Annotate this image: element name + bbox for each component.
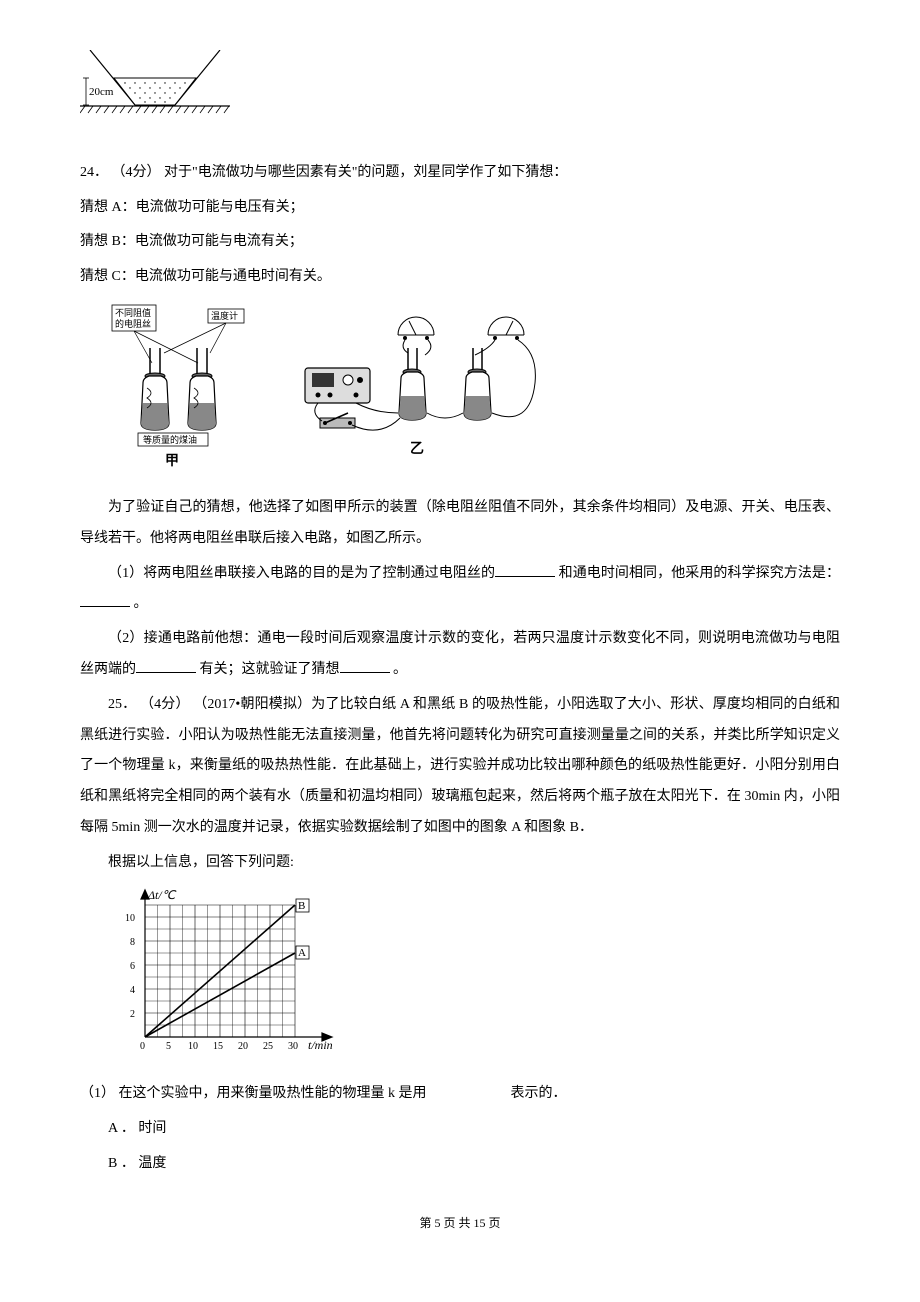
trough-depth-label: 20cm xyxy=(89,86,114,98)
q25-optB: B ． 温度 xyxy=(108,1149,840,1180)
footer-post: 页 xyxy=(486,1216,501,1230)
q24-sub2-mid: 有关；这就验证了猜想 xyxy=(196,662,340,677)
q24-sub1: （1）将两电阻丝串联接入电路的目的是为了控制通过电阻丝的 和通电时间相同，他采用… xyxy=(80,559,840,621)
caption-yi: 乙 xyxy=(410,441,424,457)
q25-optA: A ． 时间 xyxy=(108,1114,840,1145)
figure-jia: 不同阻值 的电阻丝 温度计 xyxy=(110,303,250,473)
svg-text:0: 0 xyxy=(140,1041,145,1052)
svg-text:4: 4 xyxy=(130,985,135,996)
q24-para1: 为了验证自己的猜想，他选择了如图甲所示的装置（除电阻丝阻值不同外，其余条件均相同… xyxy=(80,493,840,555)
svg-text:10: 10 xyxy=(188,1041,198,1052)
chart-y-label: Δt/℃ xyxy=(147,888,177,902)
q24-hypB: 猜想 B：电流做功可能与电流有关； xyxy=(80,227,840,258)
svg-text:25: 25 xyxy=(263,1041,273,1052)
svg-text:10: 10 xyxy=(125,913,135,924)
caption-jia: 甲 xyxy=(165,453,179,469)
q25-header: 25． （4分） （2017•朝阳模拟）为了比较白纸 A 和黑纸 B 的吸热性能… xyxy=(80,690,840,844)
svg-text:5: 5 xyxy=(166,1041,171,1052)
q24-sub1-end: 。 xyxy=(130,596,148,611)
footer-pre: 第 xyxy=(419,1216,434,1230)
svg-text:B: B xyxy=(298,900,305,912)
q24-hypC: 猜想 C：电流做功可能与通电时间有关。 xyxy=(80,262,840,293)
q24-sub2-end: 。 xyxy=(390,662,408,677)
footer-mid: 页 共 xyxy=(440,1216,473,1230)
q24-sub2: （2）接通电路前他想：通电一段时间后观察温度计示数的变化，若两只温度计示数变化不… xyxy=(80,624,840,686)
svg-text:8: 8 xyxy=(130,937,135,948)
blank-current[interactable] xyxy=(495,562,555,577)
svg-text:温度计: 温度计 xyxy=(211,310,238,321)
q24-hypA: 猜想 A：电流做功可能与电压有关； xyxy=(80,193,840,224)
svg-text:30: 30 xyxy=(288,1041,298,1052)
q24-sub1-mid: 和通电时间相同，他采用的科学探究方法是： xyxy=(555,566,840,581)
figure-yi: 乙 xyxy=(300,313,550,473)
q24-header: 24． （4分） 对于"电流做功与哪些因素有关"的问题，刘星同学作了如下猜想： xyxy=(80,158,840,189)
q25-sub1: （1） 在这个实验中，用来衡量吸热性能的物理量 k 是用 表示的． xyxy=(80,1079,840,1110)
svg-text:2: 2 xyxy=(130,1009,135,1020)
svg-text:不同阻值: 不同阻值 xyxy=(115,307,151,318)
svg-text:20: 20 xyxy=(238,1041,248,1052)
footer-total: 15 xyxy=(474,1216,486,1230)
chart-delta-t: B A 0 5 10 15 20 25 30 2 4 6 8 10 Δt/℃ t… xyxy=(110,887,840,1070)
figure-trough: 20cm xyxy=(80,50,840,138)
svg-text:等质量的煤油: 等质量的煤油 xyxy=(143,434,197,445)
blank-method[interactable] xyxy=(80,592,130,607)
blank-hyp[interactable] xyxy=(340,658,390,673)
svg-text:的电阻丝: 的电阻丝 xyxy=(115,318,151,329)
page-footer: 第 5 页 共 15 页 xyxy=(80,1210,840,1236)
chart-x-label: t/min xyxy=(308,1038,333,1052)
q25-prompt: 根据以上信息，回答下列问题: xyxy=(80,848,840,879)
svg-text:A: A xyxy=(298,947,306,959)
figure-apparatus-row: 不同阻值 的电阻丝 温度计 xyxy=(110,303,840,473)
blank-voltage[interactable] xyxy=(136,658,196,673)
svg-text:6: 6 xyxy=(130,961,135,972)
svg-text:15: 15 xyxy=(213,1041,223,1052)
q24-sub1-pre: （1）将两电阻丝串联接入电路的目的是为了控制通过电阻丝的 xyxy=(108,566,495,581)
